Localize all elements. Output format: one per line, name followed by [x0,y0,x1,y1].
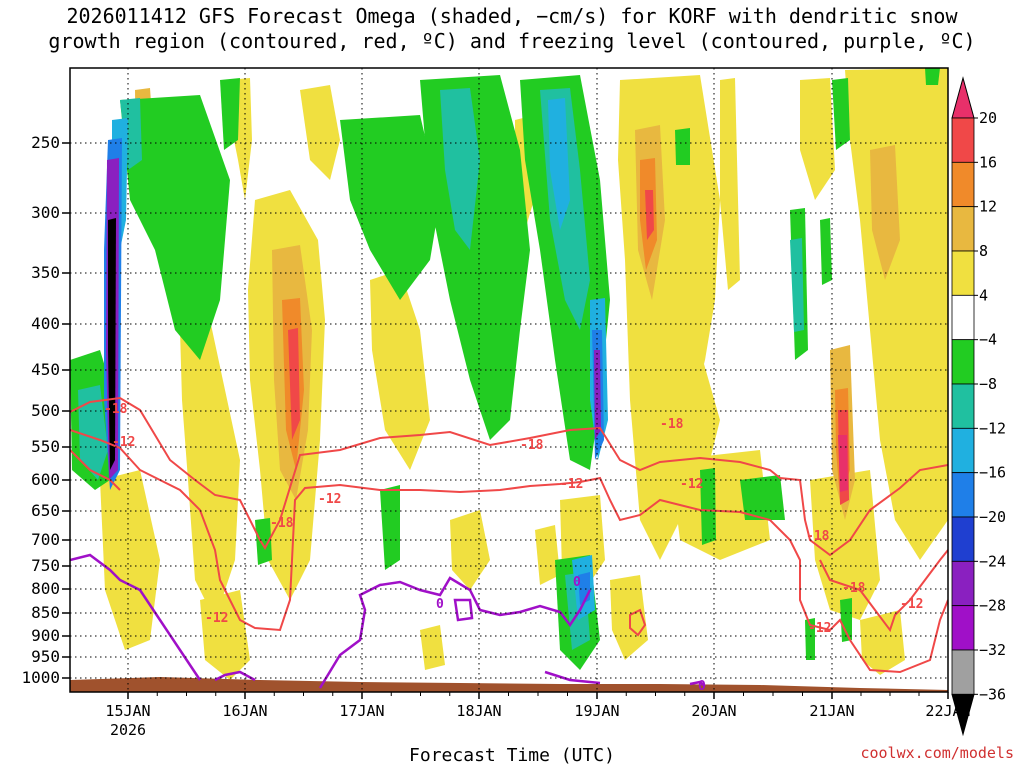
x-gridlines [127,68,833,692]
colorbar-segment [951,649,975,695]
y-tick-label: 450 [31,360,60,379]
x-tick-label: 15JAN [105,702,150,720]
omega-shading-negative-max [108,218,116,470]
colorbar-segment [951,560,975,607]
red-contours [70,396,948,674]
colorbar-segment [951,161,975,208]
x-axis-title: Forecast Time (UTC) [409,745,615,766]
omega-shading-positive-weak [100,68,948,680]
purple-contour-label: 0 [573,575,581,590]
red-contour-label: -12 [680,477,703,492]
colorbar-label: −20 [979,508,1006,526]
surface-terrain [70,677,948,692]
credit-text: coolwx.com/models [860,744,1014,762]
colorbar-label: −16 [979,464,1006,482]
chart-title-line2: growth region (contoured, red, ºC) and f… [48,29,976,53]
x-tick-label: 17JAN [339,702,384,720]
red-contour-label: -12 [205,611,228,626]
x-tick-label: 16JAN [222,702,267,720]
red-contour-label: -12 [560,477,583,492]
colorbar-label: −28 [979,597,1006,615]
chart-title: 2026011412 GFS Forecast Omega (shaded, −… [0,4,1024,54]
colorbar-segment [951,605,975,651]
y-tick-label: 550 [31,437,60,456]
y-tick-label: 700 [31,530,60,549]
red-contour-label: -18 [806,529,830,544]
red-contour-label: -12 [808,621,831,636]
x-tick-label: 21JAN [809,702,854,720]
red-contour-label: -12 [318,492,341,507]
omega-shading-positive-extreme [838,435,848,492]
y-tick-label: 750 [31,556,60,575]
contour-labels: -18 -12 -18 -12 -12 -18 -18 -12 -18 -12 -18 -12 -12 0… [104,402,923,694]
red-contour-label: -18 [842,581,866,596]
colorbar-segment [951,294,975,341]
colorbar-label: 12 [979,198,997,216]
colorbar-segment [951,117,975,163]
colorbar-segment [951,427,975,474]
x-tick-label: 19JAN [574,702,619,720]
colorbar-label: 8 [979,242,988,260]
colorbar-label: −36 [979,685,1006,703]
purple-contours [70,553,706,689]
y-tick-label: 950 [31,647,60,666]
red-contour-label: -18 [104,402,128,417]
x-year-label: 2026 [110,721,146,739]
y-tick-label: 300 [31,203,60,222]
colorbar-label: 16 [979,153,997,171]
red-contour-label: -12 [112,435,135,450]
colorbar-label: −8 [979,375,997,393]
x-tick-label: 18JAN [456,702,501,720]
colorbar-segment [951,516,975,562]
colorbar-label: 20 [979,109,997,127]
red-contour-label: -12 [900,597,923,612]
y-tick-label: 350 [31,263,60,282]
purple-contour-label: 0 [698,679,706,694]
y-tick-label: 500 [31,401,60,420]
colorbar-segment [951,250,975,296]
omega-shading [70,68,948,692]
y-tick-label: 1000 [21,668,60,687]
colorbar-segment [951,206,975,252]
x-axis-ticks: 15JAN 16JAN 17JAN 18JAN 19JAN 20JAN 21JAN 22JAN… [105,692,971,739]
y-tick-label: 650 [31,501,60,520]
chart-title-line1: 2026011412 GFS Forecast Omega (shaded, −… [66,4,958,28]
purple-contour-label: 0 [436,597,444,612]
y-tick-label: 850 [31,603,60,622]
colorbar-label: 4 [979,286,988,304]
colorbar-label: −32 [979,641,1006,659]
colorbar-label: −24 [979,552,1006,570]
colorbar-top-arrow [951,76,975,119]
colorbar-bottom-arrow [951,693,975,737]
colorbar-label: −4 [979,331,997,349]
y-tick-label: 400 [31,314,60,333]
x-tick-label: 20JAN [691,702,736,720]
y-axis-ticks: 250 300 350 400 450 500 550 600 650 700 750 800 850 9… [21,133,70,687]
y-tick-label: 250 [31,133,60,152]
colorbar-segment [951,472,975,518]
red-contour-label: -18 [520,438,544,453]
y-tick-label: 800 [31,579,60,598]
y-gridlines [70,142,948,679]
y-tick-label: 900 [31,626,60,645]
y-tick-label: 600 [31,470,60,489]
colorbar-segment [951,339,975,385]
red-contour-label: -18 [660,417,684,432]
colorbar: 20 16 12 8 4 −4 −8 −12 −16 −20 −24 −28 −32 −36 [951,76,1006,737]
red-contour-label: -18 [270,516,294,531]
colorbar-label: −12 [979,419,1006,437]
colorbar-segment [951,383,975,429]
